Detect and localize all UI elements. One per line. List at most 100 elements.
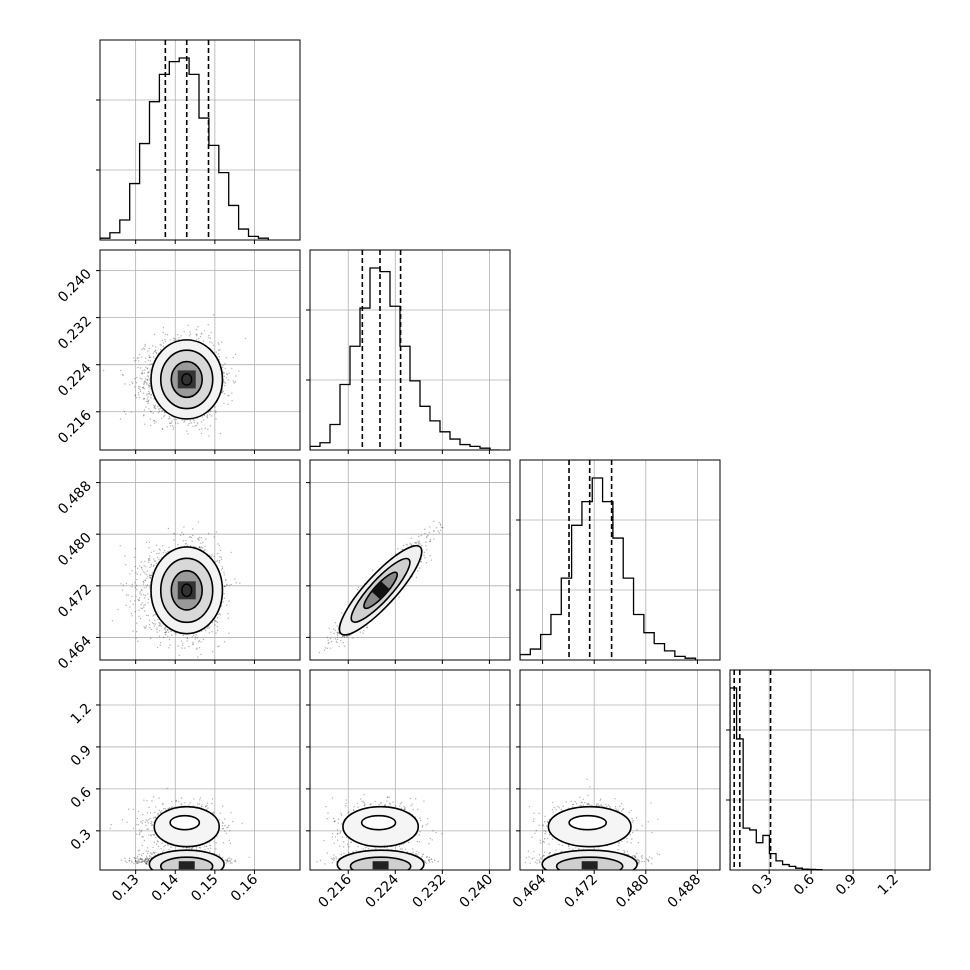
scatter-point (201, 332, 203, 334)
y-tick-label-2: 0.232 (55, 313, 95, 353)
scatter-point (159, 644, 161, 646)
scatter-point (209, 337, 212, 339)
scatter-point (153, 614, 155, 616)
scatter-point (173, 532, 175, 535)
scatter-point (131, 382, 134, 385)
scatter-point (143, 398, 145, 401)
scatter-point (148, 390, 150, 393)
scatter-point (233, 382, 235, 384)
scatter-point (149, 363, 151, 366)
scatter-point (227, 613, 229, 615)
scatter-point (150, 563, 152, 566)
scatter-point (215, 632, 217, 634)
scatter-point (222, 364, 224, 367)
scatter-point (232, 356, 234, 359)
scatter-point (131, 586, 133, 588)
scatter-point (198, 639, 201, 642)
scatter-point (222, 601, 224, 603)
scatter-point (215, 411, 217, 414)
scatter-point (214, 624, 216, 626)
scatter-point (162, 331, 164, 334)
scatter-point (146, 398, 148, 400)
scatter-point (174, 337, 176, 340)
scatter-point (146, 577, 148, 579)
scatter-point (146, 368, 148, 370)
scatter-point (149, 574, 151, 577)
scatter-point (218, 343, 220, 345)
scatter-point (224, 585, 226, 588)
scatter-point (219, 432, 222, 435)
scatter-point (164, 550, 166, 552)
scatter-point (200, 542, 202, 544)
scatter-point (143, 383, 145, 385)
scatter-point (215, 560, 217, 563)
scatter-point (217, 342, 219, 344)
scatter-point (181, 647, 183, 649)
scatter-point (134, 547, 137, 550)
scatter-point (228, 632, 230, 634)
scatter-point (150, 637, 152, 640)
scatter-point (154, 350, 156, 352)
scatter-point (129, 573, 131, 575)
scatter-point (144, 380, 146, 382)
scatter-point (124, 555, 126, 557)
scatter-point (135, 397, 137, 399)
scatter-point (211, 554, 213, 556)
scatter-point (159, 630, 161, 632)
scatter-point (138, 597, 141, 599)
scatter-point (145, 625, 148, 627)
scatter-point (169, 339, 171, 341)
scatter-point (166, 426, 169, 428)
panel-content (100, 40, 269, 240)
scatter-point (231, 367, 233, 370)
scatter-point (196, 333, 198, 336)
scatter-point (148, 392, 151, 394)
scatter-point (145, 541, 148, 544)
scatter-point (177, 543, 179, 546)
scatter-point (200, 548, 202, 550)
scatter-point (198, 539, 200, 541)
scatter-point (223, 593, 225, 595)
scatter-point (139, 592, 141, 595)
scatter-point (148, 547, 150, 549)
scatter-point (153, 398, 155, 400)
scatter-point (223, 375, 225, 378)
scatter-point (171, 634, 173, 636)
scatter-point (163, 415, 165, 418)
scatter-point (218, 561, 220, 564)
scatter-point (177, 645, 179, 647)
scatter-point (225, 604, 228, 606)
scatter-point (145, 614, 148, 617)
scatter-point (146, 372, 149, 374)
scatter-point (125, 582, 128, 585)
scatter-point (144, 381, 146, 383)
scatter-point (228, 394, 230, 396)
contour-level-0 (181, 373, 193, 386)
scatter-point (202, 541, 204, 544)
scatter-point (131, 381, 133, 383)
scatter-point (119, 545, 121, 547)
scatter-point (154, 407, 156, 409)
scatter-point (164, 633, 167, 636)
scatter-point (227, 395, 229, 397)
scatter-point (135, 637, 137, 639)
scatter-point (234, 381, 237, 383)
scatter-point (169, 422, 171, 424)
scatter-point (221, 366, 224, 369)
scatter-point (137, 640, 139, 642)
panel-1-1 (306, 249, 511, 454)
scatter-point (141, 370, 144, 372)
scatter-point (129, 606, 131, 608)
scatter-point (209, 414, 211, 416)
scatter-point (149, 410, 152, 413)
scatter-point (151, 363, 153, 365)
scatter-point (134, 378, 136, 380)
scatter-point (139, 396, 141, 399)
scatter-point (227, 379, 229, 381)
scatter-point (148, 354, 150, 357)
scatter-point (145, 394, 148, 396)
scatter-point (197, 521, 200, 523)
scatter-point (219, 349, 221, 351)
scatter-point (150, 574, 152, 577)
scatter-point (156, 646, 159, 649)
